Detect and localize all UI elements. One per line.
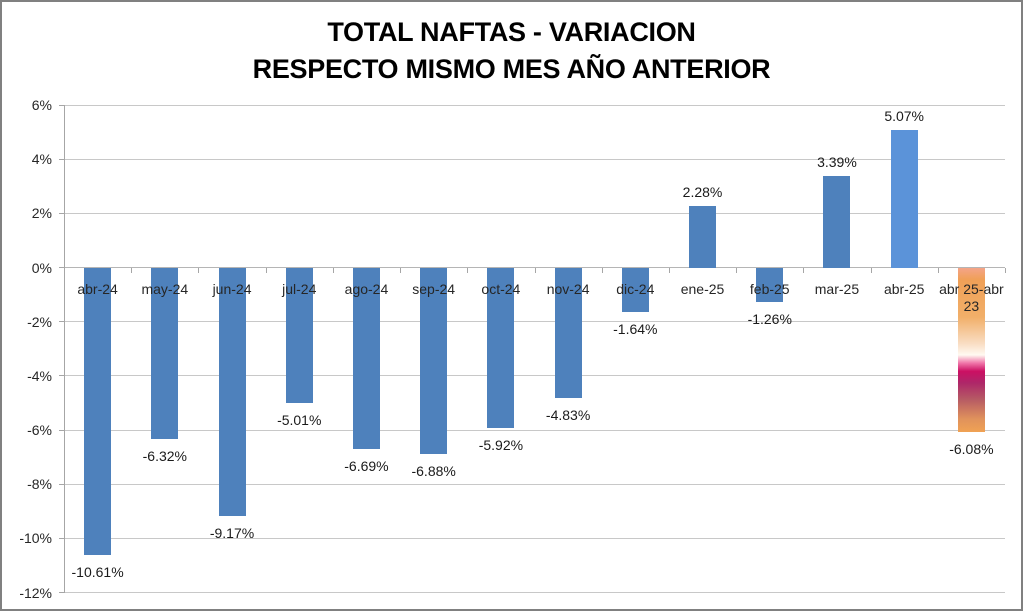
gridline: [64, 212, 1005, 214]
category-axis-tick: [736, 267, 738, 273]
category-label-nov-24: nov-24: [546, 280, 590, 297]
bar-mar-25: [823, 175, 851, 268]
category-axis-tick: [332, 267, 334, 273]
y-axis-label: -4%: [27, 367, 52, 384]
y-axis-tick: [59, 267, 64, 268]
y-axis-label: 6%: [31, 97, 52, 113]
data-label-ene-25: 2.28%: [682, 183, 723, 200]
data-label-mar-25: 3.39%: [817, 153, 857, 170]
data-label-abr-24: -10.61%: [71, 563, 124, 580]
data-label-nov-24: -4.83%: [545, 407, 591, 424]
category-axis-tick: [131, 267, 133, 273]
data-label-dic-24: -1.64%: [613, 320, 658, 337]
category-axis-tick: [198, 267, 200, 273]
y-axis-label: 0%: [31, 259, 52, 276]
bar-ago-24: [352, 268, 380, 449]
bar-feb-25: [756, 268, 784, 302]
gridline: [64, 104, 1005, 106]
category-label-dic-24: dic-24: [616, 280, 655, 297]
data-label-may-24: -6.32%: [142, 447, 187, 464]
category-label-abr-25-abr-23: abr 25-abr 23: [939, 280, 1004, 314]
bar-may-24: [151, 268, 179, 439]
chart-title-line1: TOTAL NAFTAS - VARIACION: [327, 17, 696, 47]
category-label-oct-24: oct-24: [481, 280, 521, 297]
category-axis-tick: [400, 267, 402, 273]
y-axis-tick: [59, 429, 64, 431]
data-label-ago-24: -6.69%: [344, 457, 389, 474]
y-axis-tick: [59, 375, 64, 377]
category-label-abr-24: abr-24: [77, 280, 118, 297]
category-axis-tick: [1005, 267, 1006, 273]
category-axis-tick: [601, 267, 603, 273]
data-label-feb-25: -1.26%: [747, 310, 792, 327]
y-axis-label: -8%: [27, 476, 52, 493]
category-axis-tick: [64, 267, 65, 273]
data-label-jun-24: -9.17%: [209, 524, 255, 541]
y-axis-tick: [59, 321, 64, 323]
data-label-abr-25-abr-23: -6.08%: [949, 441, 994, 458]
y-axis-tick: [59, 212, 64, 214]
bar-nov-24: [554, 268, 582, 399]
gridline: [64, 483, 1005, 485]
bar-jul-24: [285, 268, 313, 404]
category-label-jun-24: jun-24: [212, 280, 252, 297]
category-axis-tick: [534, 267, 536, 273]
y-axis-line: [64, 105, 65, 593]
category-label-sep-24: sep-24: [412, 280, 456, 297]
category-label-ago-24: ago-24: [344, 280, 389, 297]
category-label-may-24: may-24: [141, 280, 189, 297]
y-axis-label: -6%: [27, 422, 52, 438]
y-axis-tick: [59, 483, 64, 485]
gridline: [64, 592, 1005, 593]
gridline: [64, 321, 1005, 323]
chart-title-line2: RESPECTO MISMO MES AÑO ANTERIOR: [252, 54, 771, 84]
category-label-mar-25: mar-25: [814, 280, 860, 297]
y-axis-tick: [59, 592, 64, 593]
bar-dic-24: [621, 268, 649, 312]
bar-jun-24: [218, 268, 246, 516]
bar-oct-24: [487, 268, 515, 428]
gridline: [64, 158, 1005, 160]
chart-title: TOTAL NAFTAS - VARIACION RESPECTO MISMO …: [2, 14, 1021, 88]
data-label-sep-24: -6.88%: [411, 462, 456, 479]
gridline: [64, 537, 1005, 539]
category-axis-tick: [668, 267, 670, 273]
bar-abr-25-abr-23: [957, 268, 985, 433]
data-label-oct-24: -5.92%: [478, 436, 524, 453]
category-label-ene-25: ene-25: [680, 280, 725, 297]
category-label-jul-24: jul-24: [282, 280, 317, 297]
y-axis-label: 2%: [31, 205, 52, 222]
category-label-abr-25: abr-25: [883, 280, 925, 297]
category-axis-tick: [870, 267, 872, 273]
category-label-feb-25: feb-25: [749, 280, 790, 297]
y-axis-tick: [59, 158, 64, 160]
bar-ene-25: [689, 205, 717, 268]
category-axis-tick: [937, 267, 939, 273]
category-axis-tick: [265, 267, 267, 273]
gridline: [64, 429, 1005, 431]
bar-abr-25: [890, 130, 918, 268]
data-label-jul-24: -5.01%: [277, 412, 322, 429]
y-axis-label: 4%: [31, 151, 52, 168]
gridline: [64, 375, 1005, 377]
y-axis-tick: [59, 537, 64, 539]
bar-sep-24: [420, 268, 448, 454]
y-axis-label: -2%: [27, 313, 52, 330]
data-label-abr-25: 5.07%: [884, 108, 925, 125]
y-axis-label: -10%: [19, 530, 52, 547]
category-axis-tick: [467, 267, 469, 273]
y-axis-label: -12%: [19, 584, 52, 601]
category-axis-tick: [803, 267, 805, 273]
y-axis-tick: [59, 104, 64, 106]
bar-abr-24: [84, 268, 112, 555]
